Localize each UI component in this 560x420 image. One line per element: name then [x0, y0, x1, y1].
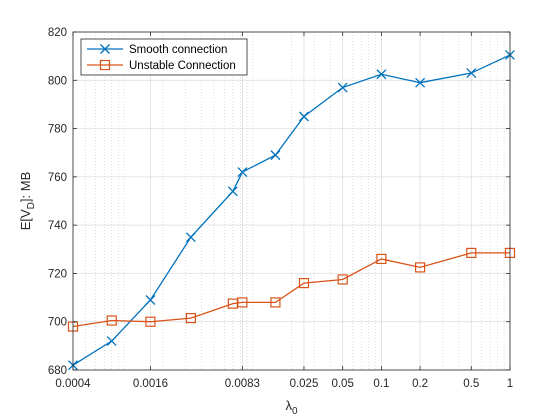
x-marker-stroke [237, 167, 248, 177]
x-marker-stroke [415, 77, 426, 88]
y-tick-label: 800 [48, 75, 67, 87]
series-line-unstable [72, 252, 510, 328]
axis-ticks: 0.0004 0.0016 0.0083 0.025 0.05 0.1 0.2 0.5 1 680… [48, 27, 513, 390]
y-label-pre: E[V [18, 209, 33, 230]
x-marker-stroke [466, 68, 477, 79]
y-tick-label: 680 [48, 365, 67, 377]
x-axis-label: λ0 [285, 398, 298, 417]
x-marker-stroke [227, 186, 238, 197]
x-marker-stroke [299, 111, 309, 122]
y-label-sub: D [26, 202, 37, 209]
point-marker-unstable [237, 297, 248, 308]
point-marker-smooth [415, 77, 426, 88]
legend-marker-unstable [99, 59, 111, 71]
x-tick-label: 1 [507, 378, 513, 390]
point-marker-smooth [299, 111, 309, 122]
x-marker-stroke [270, 150, 281, 161]
x-marker-stroke [185, 232, 196, 243]
point-marker-unstable [466, 247, 477, 259]
x-marker-stroke [376, 69, 387, 80]
y-tick-label: 780 [48, 124, 67, 136]
y-tick-label: 700 [48, 317, 67, 329]
point-marker-smooth [106, 336, 117, 346]
point-marker-unstable [185, 312, 196, 324]
plot-frame [72, 31, 511, 371]
point-marker-smooth [227, 186, 238, 197]
y-tick-label: 720 [48, 268, 67, 280]
x-marker-stroke [337, 82, 348, 93]
x-tick-label: 0.1 [373, 378, 389, 390]
y-tick-label: 740 [48, 220, 67, 232]
legend-label-unstable: Unstable Connection [129, 60, 236, 72]
legend-marker-smooth [100, 44, 110, 54]
y-tick-label: 820 [48, 27, 67, 39]
x-marker-stroke [145, 295, 156, 305]
point-marker-unstable [376, 253, 387, 265]
point-marker-smooth [466, 68, 477, 79]
y-label-post: ]: MB [18, 172, 33, 202]
point-marker-smooth [145, 295, 156, 305]
point-marker-smooth [270, 150, 281, 161]
x-label-sub: 0 [292, 406, 298, 417]
x-label-main: λ [285, 398, 292, 413]
point-marker-smooth [337, 82, 348, 93]
point-marker-unstable [337, 274, 348, 285]
point-marker-unstable [298, 277, 310, 289]
point-marker-unstable [270, 297, 281, 308]
minor-grid [85, 32, 505, 370]
x-tick-label: 0.0016 [133, 378, 168, 390]
legend: Smooth connection Unstable Connection [80, 38, 248, 76]
x-tick-label: 0.025 [290, 378, 319, 390]
x-tick-label: 0.0004 [55, 378, 91, 390]
x-tick-label: 0.2 [412, 378, 428, 390]
point-marker-smooth [237, 167, 248, 177]
legend-label-smooth: Smooth connection [129, 44, 227, 56]
point-marker-unstable [106, 315, 117, 326]
x-marker-stroke [106, 336, 117, 346]
x-tick-label: 0.05 [331, 378, 353, 390]
x-tick-label: 0.0083 [225, 378, 260, 390]
y-axis-label: E[VD]: MB [18, 172, 37, 231]
point-marker-unstable [415, 262, 426, 273]
y-tick-label: 760 [48, 172, 67, 184]
x-tick-label: 0.5 [463, 378, 479, 390]
point-marker-unstable [145, 316, 156, 327]
point-marker-smooth [185, 232, 196, 243]
series-layer [67, 49, 516, 371]
point-marker-smooth [376, 69, 387, 80]
